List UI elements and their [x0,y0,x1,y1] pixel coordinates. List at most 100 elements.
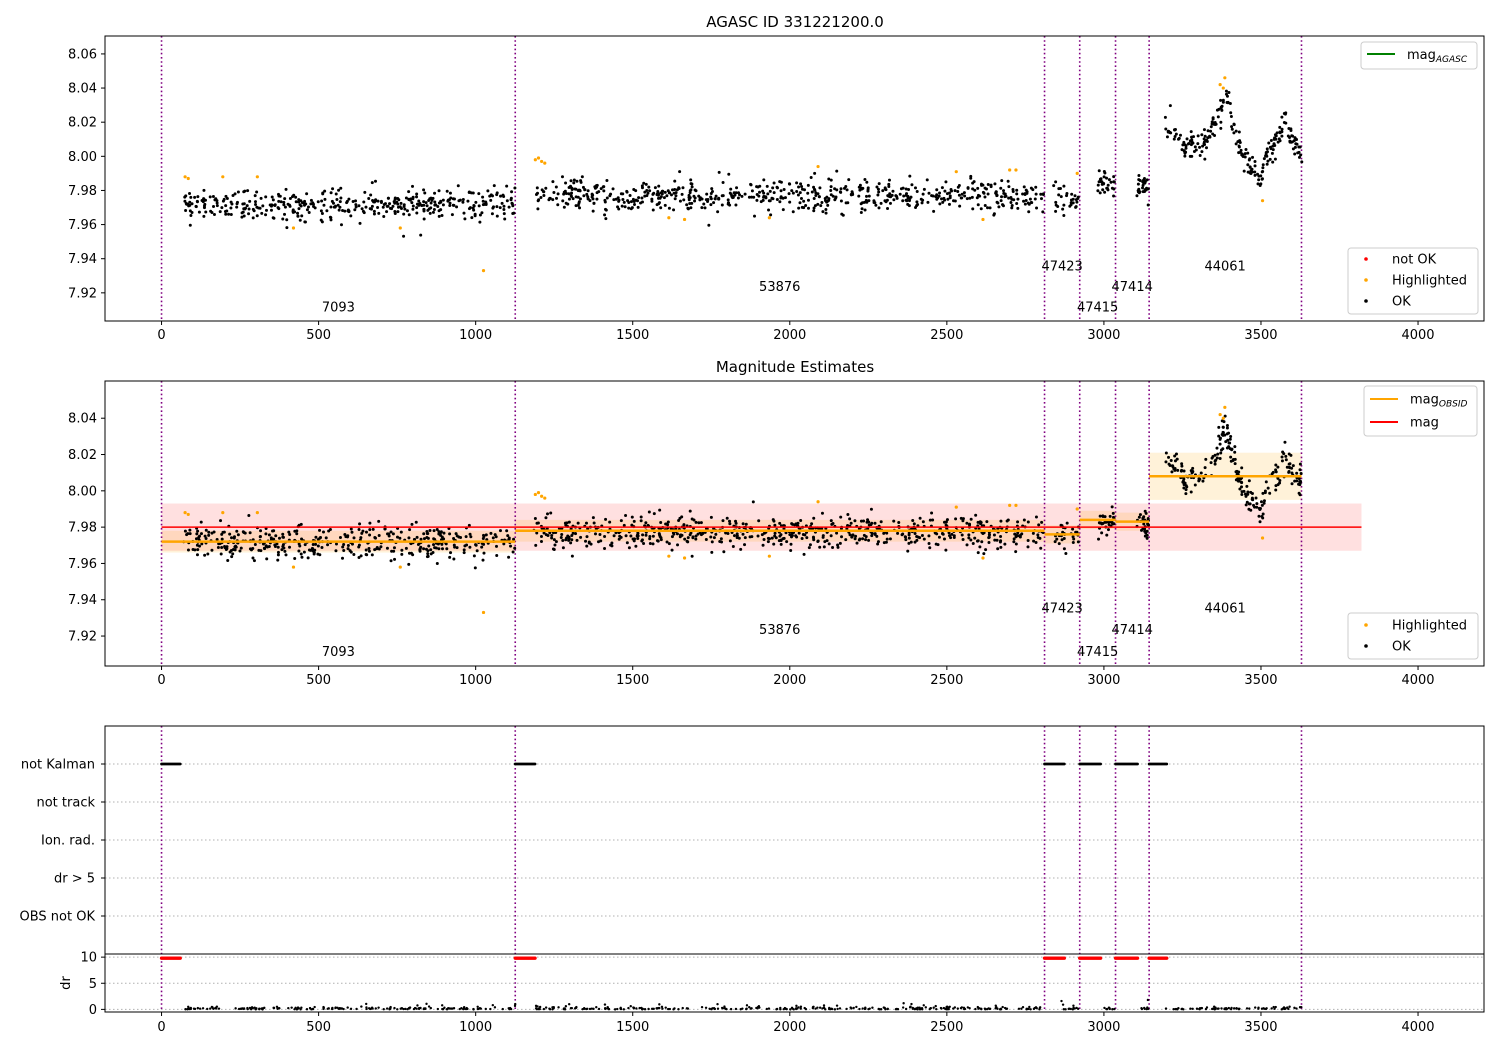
ok-point [1014,535,1018,539]
ok-point [1173,135,1177,139]
ok-point [644,521,648,525]
ok-point [822,545,826,549]
highlighted-point [291,565,296,569]
ok-point [1098,514,1102,518]
ok-point [437,189,441,193]
ok-point [284,553,288,557]
ok-point [386,196,390,200]
ok-point [773,523,777,527]
dr-point [193,1007,197,1011]
dr-point [994,1007,997,1010]
dr-point [794,1007,798,1010]
ok-point [1096,189,1100,193]
highlighted-point [954,170,958,174]
ok-point [578,197,582,201]
dr-point [830,1007,834,1011]
ok-point [561,546,565,550]
ok-point [1099,180,1103,184]
ok-point [918,516,922,520]
ok-point [611,187,615,191]
ok-point [319,536,323,540]
dr-point [514,1002,517,1006]
ok-point [376,199,380,203]
ok-point [873,201,877,205]
ok-point [1016,531,1020,535]
ok-point [1101,188,1105,192]
ok-point [1284,454,1288,458]
ok-point [561,538,565,542]
ok-point [629,207,633,211]
ok-point [247,207,251,211]
ok-point [299,522,303,526]
dr-point [534,1007,538,1010]
ok-point [1216,452,1220,456]
ok-point [203,553,207,557]
ok-point [1142,522,1146,526]
ok-point [186,548,190,552]
ok-point [806,198,810,202]
ok-point [659,538,663,542]
ok-point [782,188,786,192]
ok-point [1028,197,1032,201]
ok-point [771,186,775,190]
ok-point [1283,440,1287,444]
ok-point [351,199,355,203]
ok-point [319,209,323,213]
highlighted-point [183,175,187,179]
ok-point [694,189,698,193]
ok-point [961,517,965,521]
ok-point [802,188,806,192]
ok-point [848,517,852,521]
ok-point [1135,194,1139,198]
ok-point [749,182,753,186]
dr-point [861,1007,864,1010]
ok-point [983,195,987,199]
ok-point [870,532,874,536]
ok-point [486,189,490,193]
ok-point [462,551,466,555]
ok-point [578,188,582,192]
ok-point [1257,514,1261,518]
ok-point [297,198,301,202]
ok-point [1299,153,1303,157]
ok-point [502,195,506,199]
ok-point [236,190,240,194]
ok-point [491,206,495,210]
ok-point [656,196,660,200]
dr-point [402,1007,405,1011]
ok-point [825,539,829,543]
ok-point [735,534,739,538]
ok-point [1269,147,1273,151]
ok-point [495,193,499,197]
dr-point [657,1006,660,1010]
dr-point [640,1007,644,1011]
ok-point [678,516,682,520]
ok-point [318,528,322,532]
ok-point [282,546,286,550]
ok-point [570,538,574,542]
dr-point [660,1005,664,1009]
ok-point [728,203,732,207]
ok-point [352,536,356,540]
ok-point [373,548,377,552]
ok-point [625,541,629,545]
ok-point [364,205,368,209]
ok-point [941,532,945,536]
ok-point [979,520,983,524]
ok-point [359,536,363,540]
ok-point [824,211,828,215]
ok-point [1262,499,1266,503]
dr-point [799,1007,802,1010]
ok-point [455,534,459,538]
ok-point [429,206,433,210]
ok-point [281,543,285,547]
ok-point [812,206,816,210]
x-tick-label: 2000 [773,328,806,343]
ok-point [345,201,349,205]
dr-point [1287,1007,1290,1011]
ok-point [1248,171,1252,175]
dr-point [932,1006,935,1009]
ok-point [1202,137,1206,141]
y-tick-label: 7.94 [68,593,97,608]
